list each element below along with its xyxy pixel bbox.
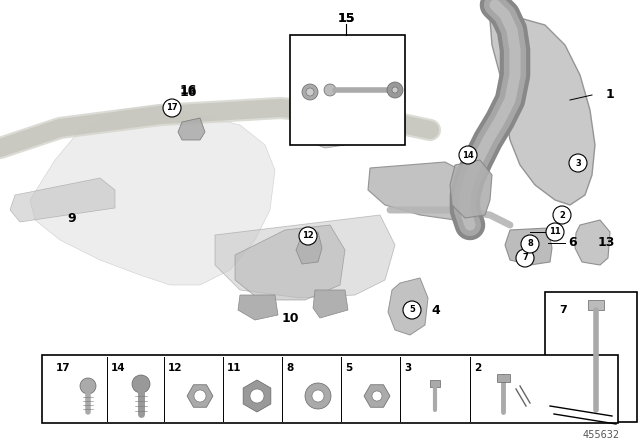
Text: 11: 11 (227, 363, 242, 373)
Circle shape (306, 88, 314, 96)
Text: 8: 8 (286, 363, 294, 373)
FancyBboxPatch shape (430, 380, 440, 387)
FancyBboxPatch shape (588, 300, 604, 310)
Circle shape (302, 84, 318, 100)
Circle shape (521, 235, 539, 253)
Polygon shape (235, 225, 345, 300)
Circle shape (324, 84, 336, 96)
Text: 2: 2 (559, 211, 565, 220)
Circle shape (403, 301, 421, 319)
Text: 9: 9 (68, 211, 76, 224)
Polygon shape (10, 178, 115, 222)
Text: 5: 5 (409, 306, 415, 314)
Text: 16: 16 (179, 86, 196, 99)
Circle shape (163, 99, 181, 117)
Circle shape (312, 390, 324, 402)
Polygon shape (296, 232, 322, 264)
Polygon shape (30, 105, 275, 285)
Circle shape (132, 375, 150, 393)
Circle shape (569, 154, 587, 172)
FancyBboxPatch shape (42, 355, 618, 423)
Circle shape (392, 87, 398, 93)
Text: 10: 10 (281, 311, 299, 324)
Text: 8: 8 (527, 240, 533, 249)
Text: 6: 6 (569, 237, 577, 250)
Text: 7: 7 (559, 305, 567, 315)
Polygon shape (313, 290, 348, 318)
Polygon shape (368, 162, 480, 220)
Circle shape (305, 383, 331, 409)
Text: 16: 16 (179, 83, 196, 96)
Text: 12: 12 (302, 232, 314, 241)
Text: 1: 1 (605, 89, 614, 102)
Text: 455632: 455632 (583, 430, 620, 440)
Circle shape (299, 227, 317, 245)
Text: 14: 14 (462, 151, 474, 159)
Text: 5: 5 (346, 363, 353, 373)
Text: 11: 11 (549, 228, 561, 237)
FancyBboxPatch shape (545, 292, 637, 422)
Circle shape (546, 223, 564, 241)
Circle shape (553, 206, 571, 224)
Text: 15: 15 (337, 12, 355, 25)
Circle shape (459, 146, 477, 164)
Polygon shape (575, 220, 610, 265)
FancyBboxPatch shape (497, 374, 510, 382)
Circle shape (250, 389, 264, 403)
Circle shape (387, 82, 403, 98)
Text: 3: 3 (575, 159, 581, 168)
Polygon shape (490, 18, 595, 205)
Circle shape (372, 391, 382, 401)
Polygon shape (388, 278, 428, 335)
Text: 13: 13 (597, 237, 614, 250)
FancyBboxPatch shape (290, 35, 405, 145)
Text: 12: 12 (168, 363, 183, 373)
Polygon shape (450, 160, 492, 218)
Text: 4: 4 (431, 303, 440, 316)
Text: 15: 15 (337, 12, 355, 25)
Text: 17: 17 (166, 103, 178, 112)
Polygon shape (238, 295, 278, 320)
Polygon shape (505, 228, 552, 265)
Circle shape (194, 390, 206, 402)
Polygon shape (215, 215, 395, 298)
Text: 14: 14 (111, 363, 126, 373)
Polygon shape (178, 118, 205, 140)
Text: 2: 2 (474, 363, 481, 373)
Circle shape (80, 378, 96, 394)
Text: 3: 3 (404, 363, 412, 373)
Text: 7: 7 (522, 254, 528, 263)
Text: 17: 17 (56, 363, 71, 373)
Circle shape (516, 249, 534, 267)
Polygon shape (300, 105, 355, 148)
